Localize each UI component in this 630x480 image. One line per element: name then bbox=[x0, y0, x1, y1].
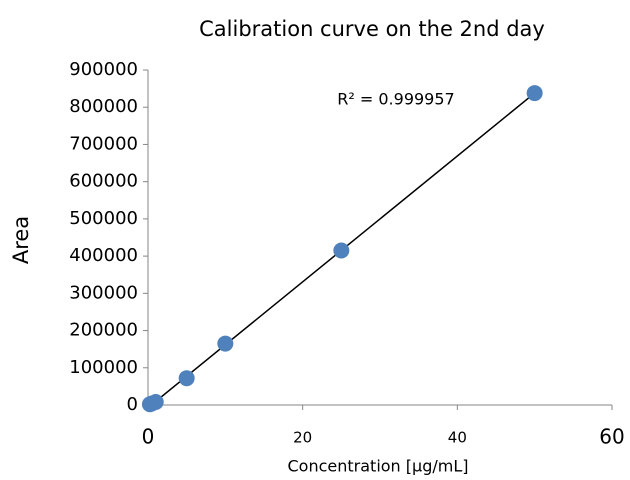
annotation: R² = 0.999957 bbox=[337, 90, 454, 109]
y-tick-label: 200000 bbox=[69, 320, 138, 341]
y-tick-label: 500000 bbox=[69, 208, 138, 229]
data-point bbox=[217, 335, 234, 352]
y-tick-label: 300000 bbox=[69, 282, 138, 303]
x-tick-label: 60 bbox=[599, 425, 624, 449]
x-tick-label: 0 bbox=[142, 425, 155, 449]
chart-title: Calibration curve on the 2nd day bbox=[199, 17, 545, 41]
y-axis-title: Area bbox=[9, 216, 33, 264]
y-tick-label: 400000 bbox=[69, 245, 138, 266]
y-tick-label: 900000 bbox=[69, 59, 138, 80]
y-tick-label: 0 bbox=[127, 394, 138, 415]
data-point bbox=[333, 242, 350, 259]
x-axis-title: Concentration [µg/mL] bbox=[288, 457, 469, 476]
y-tick-label: 600000 bbox=[69, 171, 138, 192]
y-tick-label: 100000 bbox=[69, 357, 138, 378]
x-tick-label: 20 bbox=[293, 429, 312, 447]
y-tick-label: 700000 bbox=[69, 133, 138, 154]
y-tick-label: 800000 bbox=[69, 96, 138, 117]
data-point bbox=[178, 370, 195, 387]
data-point bbox=[147, 394, 164, 411]
data-point bbox=[526, 85, 543, 102]
x-tick-label: 40 bbox=[448, 429, 467, 447]
